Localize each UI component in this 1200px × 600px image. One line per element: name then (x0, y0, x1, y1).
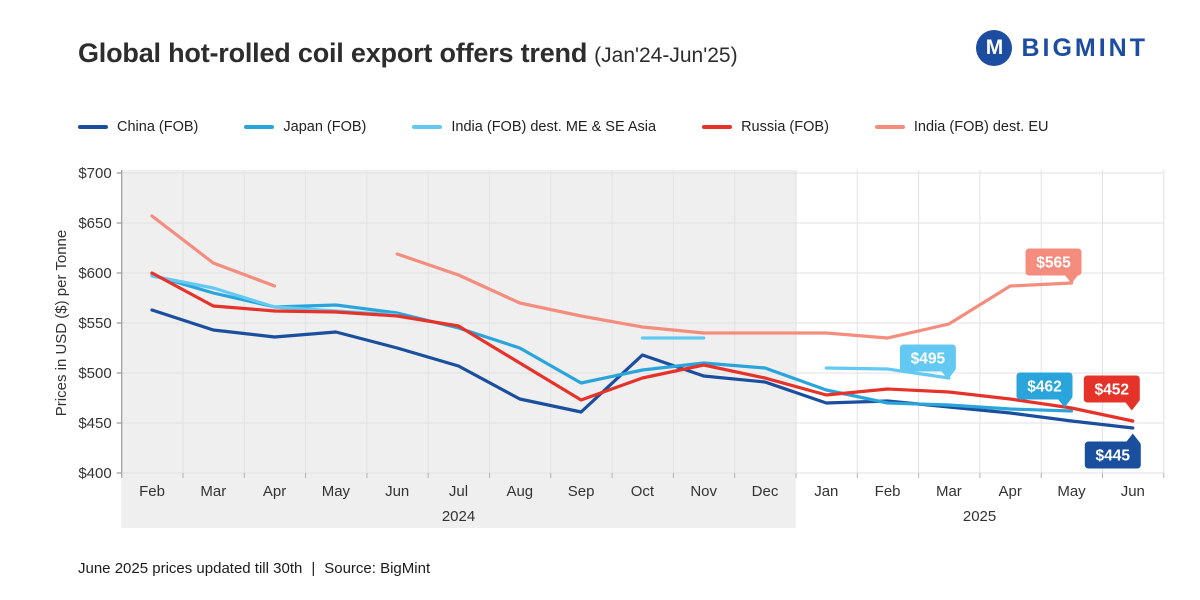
legend-swatch (78, 124, 108, 130)
x-tick-label-jun-4: Jun (385, 483, 409, 500)
y-tick-label-700: $700 (78, 165, 111, 182)
data-label-462: $462 (1016, 372, 1073, 408)
data-label-pointer (1124, 401, 1139, 411)
data-label-text: $452 (1095, 382, 1129, 399)
x-tick-label-mar-13: Mar (936, 483, 962, 500)
legend-label: India (FOB) dest. ME & SE Asia (451, 119, 657, 135)
bigmint-logo-text: BIGMINT (1021, 33, 1148, 62)
x-tick-label-nov-9: Nov (690, 483, 717, 500)
data-label-box (1084, 441, 1141, 469)
x-tick-label-dec-10: Dec (752, 483, 779, 500)
legend-item-japan-fob[interactable]: Japan (FOB) (244, 119, 366, 135)
x-tick-label-may-15: May (1057, 483, 1086, 500)
data-label-pointer (1125, 433, 1140, 443)
y-tick-label-550: $550 (78, 315, 111, 332)
x-tick-label-jan-11: Jan (814, 483, 838, 500)
legend-item-india-fob-dest-eu[interactable]: India (FOB) dest. EU (874, 119, 1049, 135)
x-tick-label-jul-5: Jul (449, 483, 468, 500)
y-tick-label-400: $400 (78, 465, 111, 482)
y-tick-label-650: $650 (78, 215, 111, 232)
y-tick-label-500: $500 (78, 365, 111, 382)
data-label-452: $452 (1083, 375, 1140, 411)
bigmint-logo: M BIGMINT (976, 30, 1148, 66)
legend-item-russia-fob[interactable]: Russia (FOB) (702, 119, 829, 135)
footer-divider: | (311, 560, 316, 577)
data-label-box (899, 344, 956, 372)
legend-swatch (412, 124, 443, 130)
x-tick-label-oct-8: Oct (631, 483, 655, 500)
data-label-box (1025, 248, 1082, 276)
x-tick-label-sep-7: Sep (568, 483, 595, 500)
x-tick-label-may-3: May (322, 483, 351, 500)
data-label-445: $445 (1084, 433, 1141, 469)
x-tick-label-apr-2: Apr (263, 483, 286, 500)
x-tick-label-feb-12: Feb (875, 483, 901, 500)
x-tick-label-apr-14: Apr (999, 483, 1022, 500)
series-line-china-fob (150, 308, 1135, 430)
footer-source: Source: BigMint (324, 560, 431, 577)
data-label-pointer (1057, 398, 1072, 408)
legend-swatch (874, 124, 905, 130)
data-label-495: $495 (899, 344, 956, 380)
title-wrap: Global hot-rolled coil export offers tre… (78, 38, 738, 69)
series-line-india-fob-dest-me-se-asia (824, 366, 951, 380)
data-label-565: $565 (1025, 248, 1082, 284)
plot-band-2024 (121, 170, 796, 528)
data-label-text: $462 (1027, 379, 1061, 396)
x-tick-label-jun-16: Jun (1121, 483, 1145, 500)
series-line-india-fob-dest-eu (395, 252, 1074, 340)
legend-label: India (FOB) dest. EU (913, 119, 1049, 135)
legend-swatch (244, 124, 275, 130)
legend-label: China (FOB) (117, 119, 199, 135)
series-line-india-fob-dest-eu (150, 214, 277, 288)
data-label-box (1083, 375, 1140, 403)
year-label-2024: 2024 (442, 508, 475, 525)
y-axis-title: Prices in USD ($) per Tonne (53, 230, 70, 416)
legend-item-china-fob[interactable]: China (FOB) (78, 119, 198, 135)
chart-legend: China (FOB) Japan (FOB) India (FOB) dest. … (78, 119, 1048, 135)
y-tick-label-600: $600 (78, 265, 111, 282)
footer: June 2025 prices updated till 30th | Sourc… (78, 560, 439, 577)
series-line-japan-fob (150, 273, 1074, 413)
legend-swatch (702, 124, 733, 130)
x-tick-label-aug-6: Aug (506, 483, 533, 500)
page-title: Global hot-rolled coil export offers tre… (78, 38, 588, 68)
bigmint-logo-icon: M (976, 30, 1013, 66)
data-label-pointer (1064, 274, 1079, 284)
data-label-pointer (940, 370, 955, 380)
footer-note: June 2025 prices updated till 30th (78, 560, 303, 577)
legend-item-india-fob-dest-me-se-asia[interactable]: India (FOB) dest. ME & SE Asia (412, 119, 656, 135)
data-label-box (1016, 372, 1073, 400)
year-label-2025: 2025 (963, 508, 996, 525)
header: Global hot-rolled coil export offers tre… (78, 30, 1148, 69)
page-subtitle: (Jan'24-Jun'25) (594, 44, 738, 67)
series-line-russia-fob (150, 271, 1135, 423)
data-label-text: $445 (1096, 448, 1131, 465)
x-tick-label-feb-0: Feb (139, 483, 165, 500)
y-tick-label-450: $450 (78, 415, 111, 432)
data-label-text: $565 (1036, 255, 1071, 272)
data-label-text: $495 (911, 351, 946, 368)
legend-label: Russia (FOB) (741, 119, 829, 135)
x-tick-label-mar-1: Mar (200, 483, 226, 500)
legend-label: Japan (FOB) (283, 119, 367, 135)
